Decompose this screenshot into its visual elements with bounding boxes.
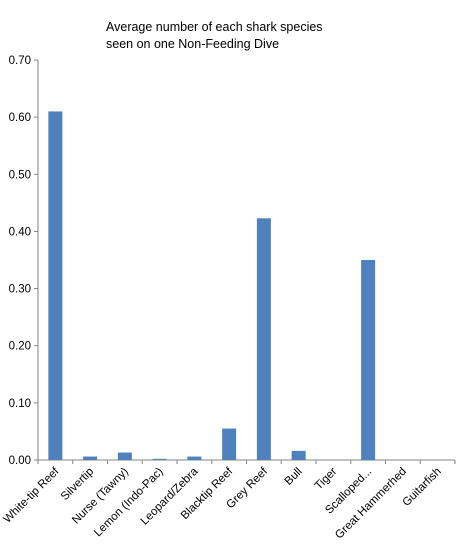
y-tick-label: 0.70: [9, 55, 31, 67]
bar: [361, 260, 376, 460]
bar: [48, 111, 63, 460]
chart-title-line-1: Average number of each shark species: [106, 20, 323, 34]
x-tick-label: Bull: [283, 466, 305, 488]
y-tick-label: 0.60: [9, 112, 31, 124]
bar: [152, 458, 167, 460]
bar: [117, 452, 132, 460]
x-tick-label: Tiger: [313, 466, 340, 493]
bar: [83, 456, 98, 460]
y-tick-label: 0.00: [9, 455, 31, 467]
y-tick-label: 0.40: [9, 226, 31, 238]
y-tick-label: 0.20: [9, 341, 31, 353]
x-tick-label: White-tip Reef: [1, 465, 62, 526]
y-tick-label: 0.10: [9, 398, 31, 410]
y-tick-label: 0.50: [9, 169, 31, 181]
bar: [222, 428, 237, 460]
plot-area: 0.00 0.10 0.20 0.30 0.40 0.50 0.60 0.70 White-ti…: [1, 55, 456, 541]
bar: [256, 218, 271, 460]
bar: [187, 456, 202, 460]
y-tick-label: 0.30: [9, 284, 31, 296]
chart-title-line-2: seen on one Non-Feeding Dive: [106, 37, 279, 51]
bar: [291, 450, 306, 460]
